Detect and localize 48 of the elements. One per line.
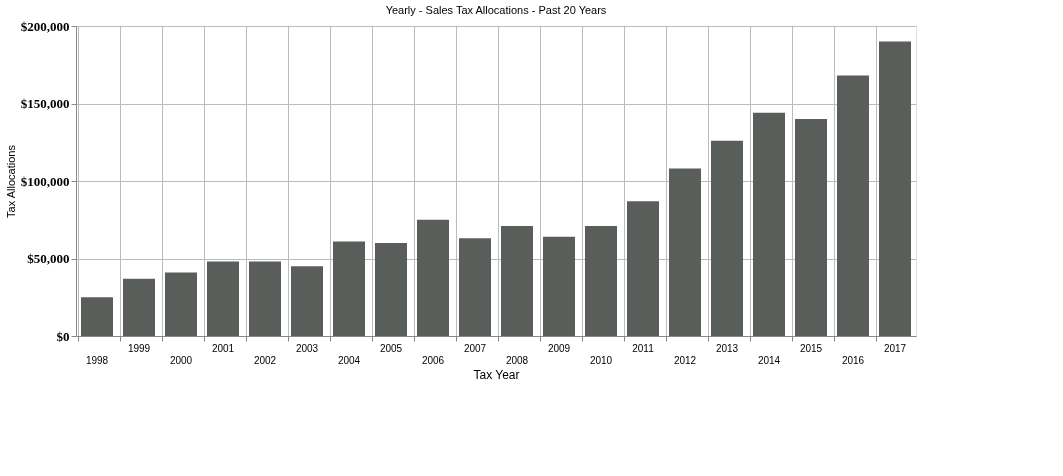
x-tick-label: 1999 [127, 342, 151, 354]
y-tick-label: $50,000 [27, 251, 70, 266]
bar [837, 75, 869, 336]
chart-title: Yearly - Sales Tax Allocations - Past 20 Years [385, 4, 607, 16]
x-tick-label: 2003 [295, 342, 319, 354]
x-axis-title: Tax Year [473, 367, 520, 382]
bar [879, 41, 911, 336]
bar [207, 261, 239, 336]
x-tick-label: 2006 [421, 354, 445, 366]
x-tick-label: 2008 [505, 354, 529, 366]
bar [291, 266, 323, 336]
bar [627, 201, 659, 336]
x-tick-label: 2009 [547, 342, 571, 354]
y-tick-label: $100,000 [20, 173, 70, 189]
x-tick-label: 2015 [799, 342, 823, 354]
bar [459, 238, 491, 336]
y-tick-label: $150,000 [20, 96, 70, 111]
bar [753, 112, 785, 336]
x-tick-label: 2005 [379, 342, 403, 354]
x-tick-label: 2017 [883, 342, 907, 354]
x-tick-label: 2000 [169, 354, 193, 366]
y-axis-title: Tax Allocations [4, 144, 17, 218]
bar [81, 297, 113, 336]
bar [669, 168, 701, 336]
bar [417, 219, 449, 336]
bar [501, 225, 533, 336]
bar [711, 140, 743, 336]
bar [543, 236, 575, 336]
bar [375, 243, 407, 336]
x-tick-label: 2007 [463, 342, 487, 354]
x-tick-label: 2016 [841, 354, 865, 366]
bar [585, 225, 617, 336]
x-tick-label: 1998 [85, 354, 109, 366]
x-tick-label: 2013 [715, 342, 739, 354]
y-tick-label: $0 [56, 328, 70, 344]
bar [165, 272, 197, 336]
x-tick-label: 2001 [211, 342, 235, 354]
bar [123, 278, 155, 336]
x-tick-label: 2014 [757, 354, 781, 366]
x-tick-label: 2004 [337, 354, 361, 366]
bar [249, 261, 281, 336]
x-tick-label: 2010 [589, 354, 613, 366]
x-tick-label: 2012 [673, 354, 697, 366]
x-tick-label: 2011 [632, 342, 655, 354]
x-tick-label: 2002 [253, 354, 277, 366]
bar [795, 119, 827, 336]
y-tick-label: $200,000 [20, 18, 70, 34]
bar [333, 241, 365, 336]
